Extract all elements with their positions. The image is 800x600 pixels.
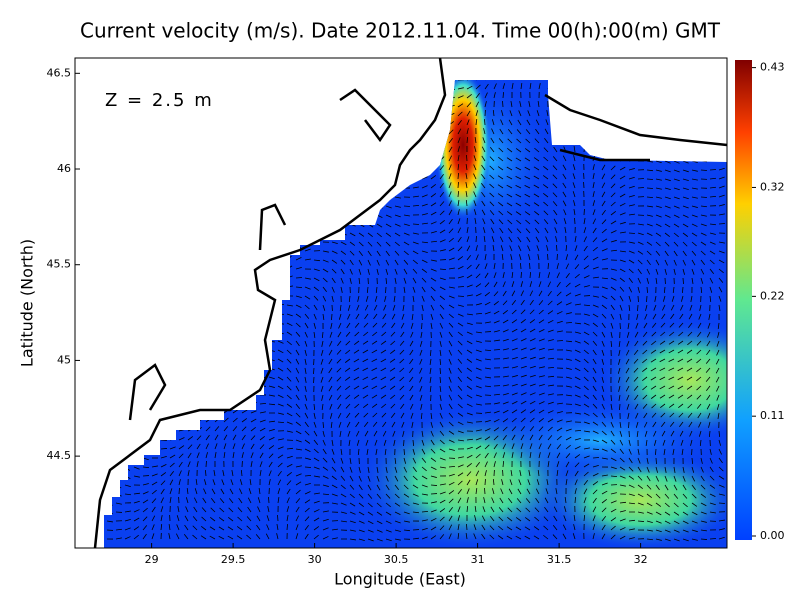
coastline [93,57,728,549]
x-axis-label: Longitude (East) [334,570,466,589]
y-tick-label: 45.5 [47,258,72,271]
colorbar-tick-label: 0.43 [760,61,785,74]
x-tick-label: 29 [145,553,159,566]
colorbar [735,60,752,540]
colorbar-tick-label: 0.11 [760,409,785,422]
y-tick-label: 46 [57,162,71,175]
x-tick-label: 32 [634,553,648,566]
depth-annotation: Z = 2.5 m [105,90,214,111]
x-tick-label: 31.5 [547,553,572,566]
title: Current velocity (m/s). Date 2012.11.04.… [80,19,721,43]
y-tick-label: 44.5 [47,449,72,462]
x-tick-label: 30 [308,553,322,566]
colorbar-tick-label: 0.00 [760,529,785,542]
y-tick-label: 46.5 [47,66,72,79]
plot-frame [74,57,728,549]
x-tick-label: 30.5 [384,553,409,566]
x-tick-label: 31 [471,553,485,566]
colorbar-tick-label: 0.22 [760,289,785,302]
y-axis-label: Latitude (North) [18,239,37,367]
y-tick-label: 45 [57,353,71,366]
x-tick-label: 29.5 [221,553,246,566]
colorbar-tick-label: 0.32 [760,180,785,193]
